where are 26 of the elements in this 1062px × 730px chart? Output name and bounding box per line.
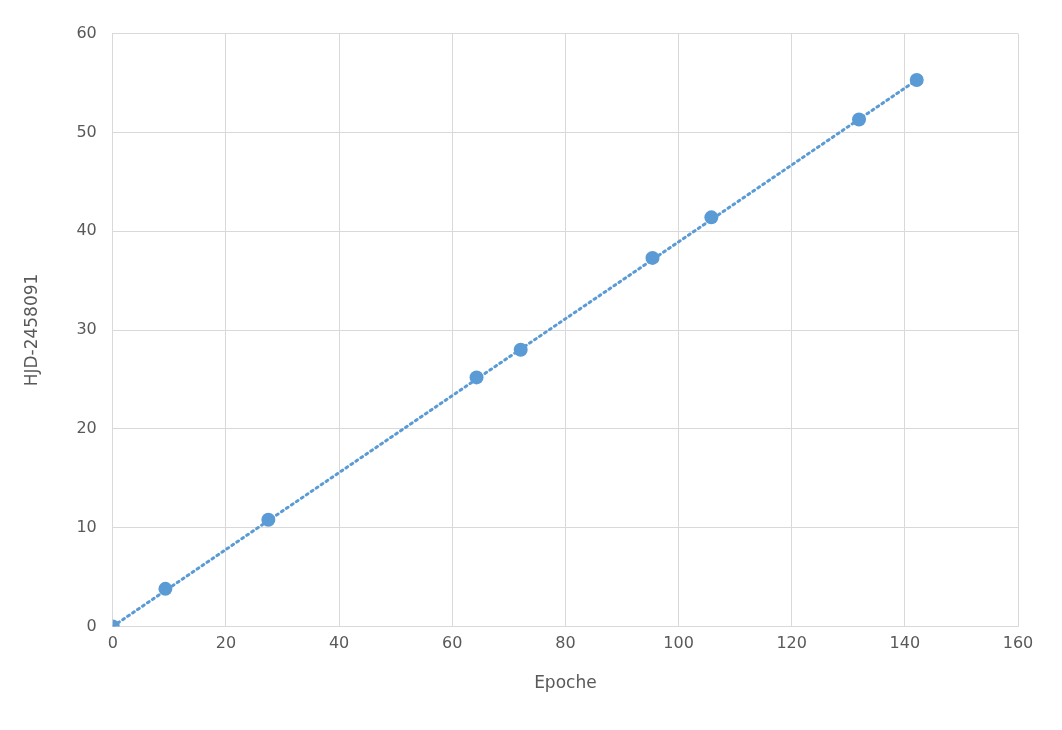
x-tick-label: 0 bbox=[107, 633, 118, 653]
y-tick-label: 20 bbox=[76, 417, 97, 437]
y-tick-label: 60 bbox=[76, 22, 97, 42]
x-tick-label: 80 bbox=[555, 633, 576, 653]
x-tick-label: 120 bbox=[776, 633, 807, 653]
x-tick-label: 160 bbox=[1002, 633, 1034, 653]
y-axis-title: HJD-2458091 bbox=[20, 273, 41, 387]
point bbox=[469, 370, 484, 385]
point bbox=[852, 112, 867, 127]
x-tick-label: 140 bbox=[889, 633, 921, 653]
x-tick-label: 40 bbox=[328, 633, 350, 653]
x-tick-label: 100 bbox=[663, 633, 694, 653]
y-tick-label: 40 bbox=[76, 220, 97, 240]
y-tick-label: 50 bbox=[76, 121, 97, 141]
x-tick-label: 20 bbox=[215, 633, 237, 653]
y-tick-label: 0 bbox=[86, 615, 97, 635]
x-tick-label: 60 bbox=[442, 633, 463, 653]
point bbox=[513, 342, 528, 357]
point bbox=[645, 250, 660, 265]
point bbox=[261, 512, 276, 527]
point bbox=[158, 581, 173, 596]
point bbox=[704, 210, 719, 225]
y-tick-label: 30 bbox=[76, 319, 97, 339]
x-axis-title: Epoche bbox=[534, 672, 597, 693]
point bbox=[909, 73, 924, 88]
y-tick-label: 10 bbox=[76, 516, 97, 536]
